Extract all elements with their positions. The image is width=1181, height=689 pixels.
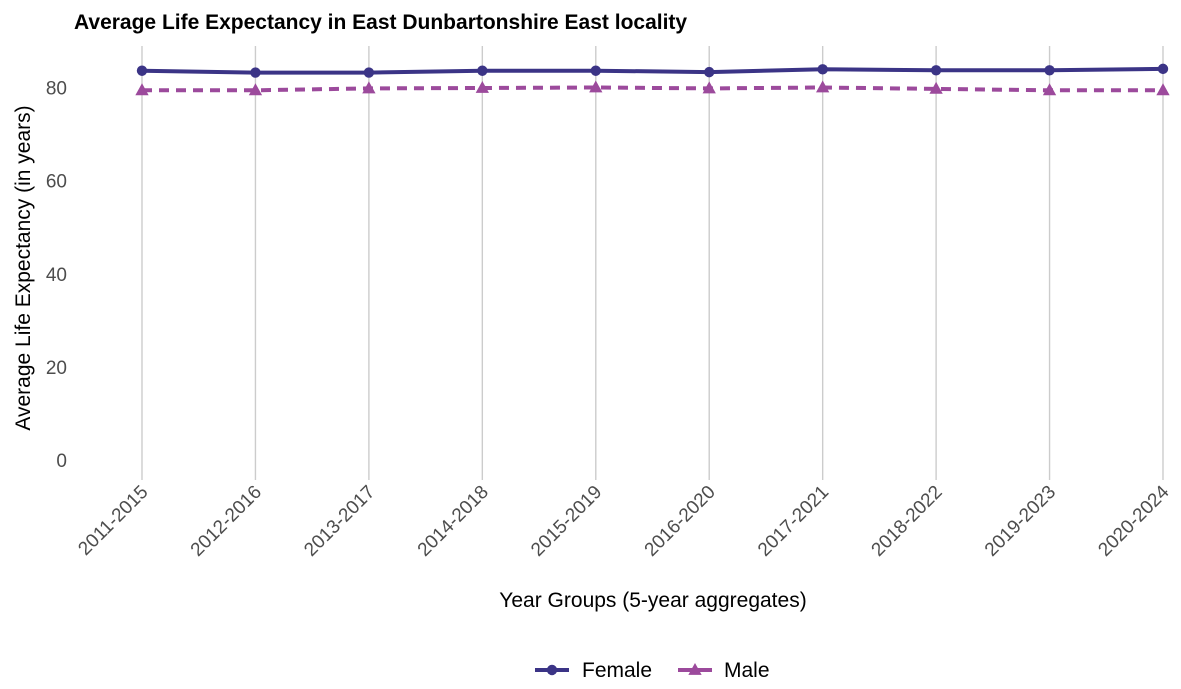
male-point xyxy=(1156,83,1170,96)
legend-item-male: Male xyxy=(678,659,770,682)
female-point xyxy=(930,65,942,76)
y-axis-title: Average Life Expectancy (in years) xyxy=(12,105,35,430)
female-point xyxy=(136,65,148,76)
male-point xyxy=(929,81,943,94)
male-point xyxy=(475,80,489,93)
grid-layer xyxy=(141,46,1164,480)
legend-label: Male xyxy=(724,659,770,682)
male-point xyxy=(362,81,376,94)
series-layer xyxy=(135,63,1170,96)
male-point xyxy=(589,80,603,93)
legend-item-female: Female xyxy=(535,659,652,682)
y-tick-label: 80 xyxy=(46,79,67,100)
x-tick-label: 2013-2017 xyxy=(300,482,379,561)
x-axis-ticks: 2011-2015 2012-2016 2013-2017 2014-2018 2015… xyxy=(74,481,1173,560)
y-tick-label: 60 xyxy=(46,172,67,193)
female-series xyxy=(136,63,1169,78)
female-point xyxy=(817,64,828,75)
male-point xyxy=(702,81,716,94)
male-point xyxy=(1042,83,1057,96)
legend-label: Female xyxy=(582,659,652,682)
male-point xyxy=(248,83,263,96)
legend-key-marker xyxy=(546,664,558,676)
x-axis-title: Year Groups (5-year aggregates) xyxy=(499,589,806,612)
x-tick-label: 2015-2019 xyxy=(527,482,606,561)
x-tick-label: 2018-2022 xyxy=(868,482,947,561)
female-point xyxy=(704,66,715,78)
x-tick-label: 2019-2023 xyxy=(981,482,1060,561)
male-point xyxy=(135,83,149,96)
male-line xyxy=(142,85,1163,93)
x-tick-label: 2016-2020 xyxy=(641,482,720,561)
male-point xyxy=(816,80,830,93)
x-tick-label: 2012-2016 xyxy=(187,482,266,561)
x-tick-label: 2011-2015 xyxy=(74,482,152,560)
female-point xyxy=(250,67,261,78)
x-tick-label: 2020-2024 xyxy=(1094,481,1173,560)
y-axis-ticks: 0 20 40 60 80 xyxy=(46,79,67,473)
x-tick-label: 2017-2021 xyxy=(754,482,833,561)
legend: Female Male xyxy=(535,659,770,682)
legend-key-marker xyxy=(688,663,702,675)
female-line xyxy=(141,66,1164,75)
chart-title: Average Life Expectancy in East Dunbarto… xyxy=(74,11,687,34)
y-tick-label: 20 xyxy=(46,358,67,379)
y-tick-label: 40 xyxy=(46,265,67,286)
y-tick-label: 0 xyxy=(56,451,67,472)
x-tick-label: 2014-2018 xyxy=(414,482,493,561)
male-series xyxy=(135,80,1170,96)
female-point xyxy=(590,65,601,76)
female-point xyxy=(363,67,375,78)
female-point xyxy=(1044,65,1055,76)
female-point xyxy=(477,65,488,76)
female-point xyxy=(1157,63,1169,75)
